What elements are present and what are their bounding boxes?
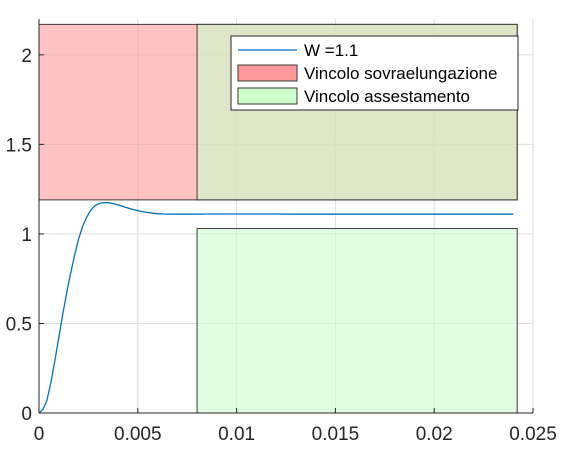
series-layer [38,201,514,414]
series-line [38,201,514,414]
y-tick-label: 1 [21,225,32,246]
axes: 0 0.005 0.01 0.015 0.02 0.025 0 0.5 1 1.5 2 [6,19,557,445]
x-tick-label: 0.01 [218,424,255,445]
legend-patch-swatch [237,87,298,105]
y-tick-label: 0 [21,404,32,425]
x-tick-label: 0.015 [312,424,360,445]
x-tick-label: 0.005 [114,424,162,445]
legend-label: Vincolo assestamento [304,87,470,106]
x-tick-label: 0.025 [509,424,557,445]
legend-label: W =1.1 [304,41,358,60]
y-tick-label: 2 [21,46,32,67]
settling-constraint-region-lower [196,228,518,414]
y-tick-label: 1.5 [6,135,32,156]
x-tick-label: 0.02 [416,424,453,445]
legend-patch-swatch [237,64,298,82]
legend-label: Vincolo sovraelungazione [304,64,497,83]
x-tick-label: 0 [34,424,45,445]
y-tick-label: 0.5 [6,314,32,335]
legend: W =1.1 Vincolo sovraelungazione Vincolo as… [230,35,519,111]
